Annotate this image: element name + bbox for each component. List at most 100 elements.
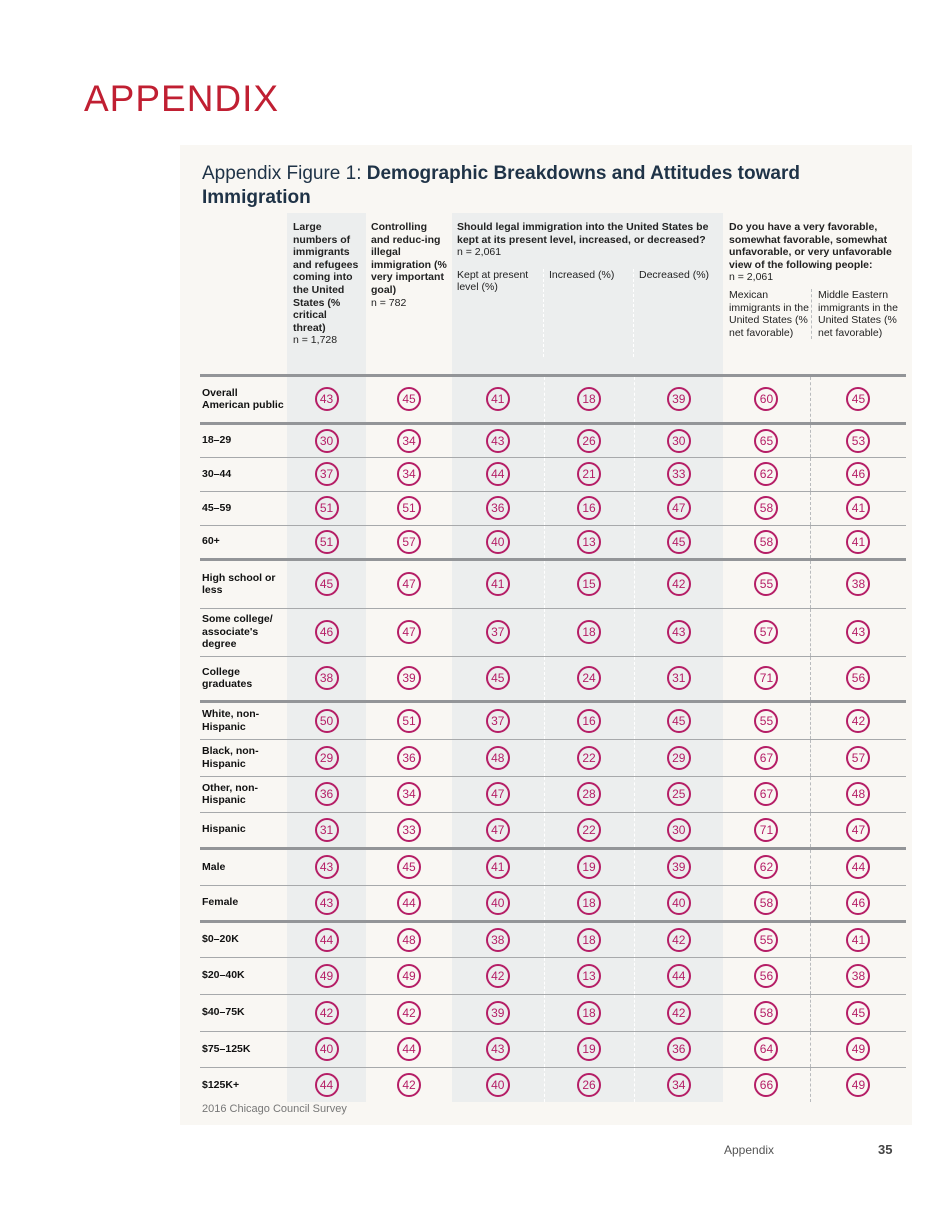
page-number: 35 [878,1142,893,1157]
value-circle: 26 [577,1072,601,1097]
value-circle: 43 [485,428,510,453]
table-row: 30–44 37 34 44 21 33 62 46 [200,456,906,491]
value-circle: 28 [577,782,601,806]
source-note: 2016 Chicago Council Survey [202,1103,347,1115]
value-circle: 37 [485,620,510,644]
value-circle: 19 [577,1037,601,1061]
cell-middle-eastern: 45 [809,993,906,1031]
value-circle: 51 [314,529,339,554]
value-circle: 47 [846,817,871,842]
header-threat: Large numbers of immigrants and refugees… [287,213,366,375]
cell-illegal: 45 [366,846,452,885]
table-row: $40–75K 42 42 39 18 42 58 45 [200,993,906,1031]
value-circle: 42 [666,1000,691,1025]
row-label: 45–59 [200,490,287,525]
value-circle: 18 [577,927,601,952]
cell-mexican: 58 [723,490,811,525]
value-circle: 22 [577,745,601,770]
value-circle: 71 [754,817,779,842]
cell-increased: 16 [543,490,634,525]
value-circle: 24 [577,666,601,690]
row-label: Male [200,846,287,885]
value-circle: 55 [754,708,779,733]
header-threat-n: n = 1,728 [293,334,338,347]
row-label: 60+ [200,524,287,559]
cell-increased: 18 [543,884,634,921]
cell-increased: 16 [543,699,634,739]
cell-illegal: 39 [366,655,452,701]
value-circle: 40 [485,1072,510,1097]
value-circle: 21 [577,462,601,486]
cell-middle-eastern: 41 [809,524,906,559]
value-circle: 34 [397,782,421,806]
value-circle: 45 [846,1000,871,1025]
cell-mexican: 56 [723,956,811,994]
value-circle: 65 [754,428,779,453]
table-row: 60+ 51 57 40 13 45 58 41 [200,524,906,559]
value-circle: 44 [397,890,421,915]
cell-decreased: 42 [633,557,723,608]
row-label: Female [200,884,287,921]
cell-decreased: 39 [633,846,723,885]
cell-threat: 44 [287,919,366,957]
cell-increased: 19 [543,1030,634,1067]
figure-title: Appendix Figure 1: Demographic Breakdown… [202,162,842,210]
value-circle: 39 [397,666,421,690]
value-circle: 30 [666,428,691,453]
value-circle: 44 [846,855,871,879]
cell-threat: 49 [287,956,366,994]
cell-kept: 41 [452,846,545,885]
cell-middle-eastern: 57 [809,738,906,776]
cell-kept: 47 [452,811,545,848]
value-circle: 25 [666,782,691,806]
table-row: $0–20K 44 48 38 18 42 55 41 [200,919,906,957]
cell-middle-eastern: 41 [809,490,906,525]
cell-decreased: 30 [633,811,723,848]
value-circle: 47 [397,572,421,596]
cell-middle-eastern: 38 [809,557,906,608]
cell-middle-eastern: 42 [809,699,906,739]
value-circle: 42 [846,708,871,733]
cell-increased: 22 [543,738,634,776]
row-label: $0–20K [200,919,287,957]
value-circle: 66 [754,1072,779,1097]
value-circle: 41 [485,572,510,596]
row-label: $75–125K [200,1030,287,1067]
value-circle: 55 [754,927,779,952]
cell-decreased: 42 [633,919,723,957]
value-circle: 26 [577,428,601,453]
value-circle: 16 [577,496,601,520]
value-circle: 38 [314,666,339,690]
cell-mexican: 65 [723,421,811,457]
value-circle: 34 [397,428,421,453]
cell-kept: 40 [452,884,545,921]
table-row: Other, non-Hispanic 36 34 47 28 25 67 48 [200,775,906,812]
row-label: Hispanic [200,811,287,848]
header-empty [200,213,287,375]
value-circle: 67 [754,782,779,806]
value-circle: 44 [397,1037,421,1061]
value-circle: 18 [577,620,601,644]
value-circle: 51 [397,708,421,733]
value-circle: 58 [754,496,779,520]
value-circle: 46 [846,462,871,486]
value-circle: 36 [314,782,339,806]
value-circle: 67 [754,745,779,770]
cell-decreased: 34 [633,1066,723,1102]
cell-mexican: 64 [723,1030,811,1067]
cell-middle-eastern: 56 [809,655,906,701]
cell-middle-eastern: 49 [809,1030,906,1067]
cell-threat: 51 [287,490,366,525]
cell-mexican: 58 [723,884,811,921]
value-circle: 46 [846,890,871,915]
value-circle: 47 [397,620,421,644]
cell-illegal: 34 [366,421,452,457]
table-row: High school or less 45 47 41 15 42 55 38 [200,557,906,608]
cell-increased: 28 [543,775,634,812]
header-illegal-n: n = 782 [371,296,407,309]
value-circle: 18 [577,387,601,411]
value-circle: 45 [397,387,421,411]
value-circle: 41 [846,927,871,952]
cell-illegal: 34 [366,775,452,812]
